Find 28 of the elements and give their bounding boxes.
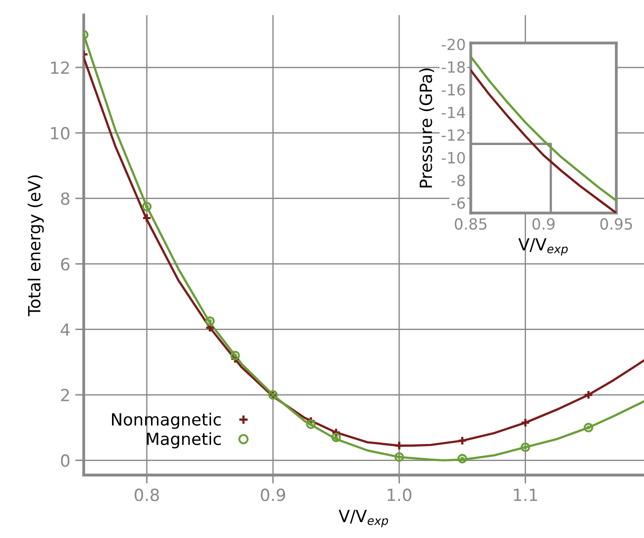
x-tick-label: 1.1 [514,488,538,501]
y-tick-label: -14 [442,106,466,118]
x-tick-label: 0.9 [532,218,555,230]
y-tick-label: -12 [442,129,464,141]
y-axis-title: Pressure (GPa) [419,68,434,188]
y-tick-label: 12 [51,61,69,74]
y-tick-label: 0 [61,454,70,467]
x-tick-label: 0.8 [134,488,159,502]
legend-label: Magnetic [147,432,221,448]
y-tick-label: -16 [442,84,465,96]
y-tick-label: -8 [451,174,465,186]
x-tick-label: 0.9 [260,488,286,502]
y-tick-label: -10 [442,152,465,164]
legend-label: Nonmagnetic [112,412,221,429]
y-tick-label: 4 [60,324,70,336]
y-tick-label: 6 [61,258,70,270]
x-tick-label: 0.95 [600,218,632,230]
x-axis-title: V/V$_{exp}$ [338,510,388,528]
y-tick-label: 10 [51,126,70,140]
y-tick-label: 8 [61,192,70,205]
y-tick-label: -20 [442,38,465,50]
y-tick-label: -18 [442,61,465,73]
y-axis-title: Total energy (eV) [28,175,44,316]
y-tick-label: -6 [451,197,465,209]
y-tick-label: 2 [61,388,69,402]
x-axis-title: V/V$_{exp}$ [518,238,568,256]
x-tick-label: 0.85 [454,218,486,230]
x-tick-label: 1.0 [388,488,412,502]
